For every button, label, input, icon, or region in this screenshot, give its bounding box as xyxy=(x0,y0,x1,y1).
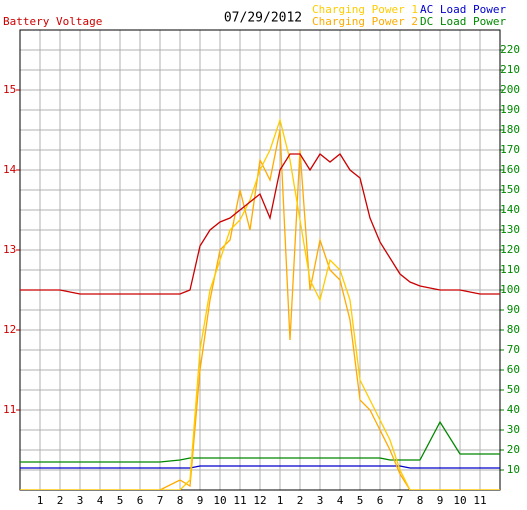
x-tick-label: 5 xyxy=(117,494,124,507)
x-tick-label: 11 xyxy=(233,494,246,507)
y2-tick-label: 10 xyxy=(507,463,520,476)
x-tick-label: 10 xyxy=(213,494,226,507)
y2-tick-label: 30 xyxy=(507,423,520,436)
x-tick-label: 8 xyxy=(177,494,184,507)
plot-area xyxy=(20,117,500,490)
x-tick-label: 10 xyxy=(453,494,466,507)
x-tick-label: 3 xyxy=(317,494,324,507)
y2-tick-label: 210 xyxy=(500,63,520,76)
y2-tick-label: 200 xyxy=(500,83,520,96)
x-tick-label: 6 xyxy=(137,494,144,507)
series-line xyxy=(20,129,500,490)
legend-entry: Charging Power 1 xyxy=(312,3,418,16)
x-tick-label: 7 xyxy=(397,494,404,507)
y2-tick-label: 80 xyxy=(507,323,520,336)
plot-frame xyxy=(19,29,501,491)
y-tick-label: 15 xyxy=(3,83,16,96)
y2-tick-label: 90 xyxy=(507,303,520,316)
y-tick-label: 14 xyxy=(3,163,17,176)
x-tick-label: 5 xyxy=(357,494,364,507)
y-tick-label: 11 xyxy=(3,403,16,416)
legend-entry: Charging Power 2 xyxy=(312,15,418,28)
y2-tick-label: 70 xyxy=(507,343,520,356)
x-tick-label: 1 xyxy=(37,494,44,507)
y2-tick-label: 110 xyxy=(500,263,520,276)
y2-tick-label: 180 xyxy=(500,123,520,136)
chart-title: 07/29/2012 xyxy=(224,11,302,26)
legend-entry: DC Load Power xyxy=(420,15,506,28)
y2-tick-label: 40 xyxy=(507,403,520,416)
x-tick-label: 9 xyxy=(197,494,204,507)
x-tick-label: 8 xyxy=(417,494,424,507)
legend-entry: AC Load Power xyxy=(420,3,506,16)
x-tick-label: 9 xyxy=(437,494,444,507)
x-tick-label: 3 xyxy=(77,494,84,507)
x-tick-label: 1 xyxy=(277,494,284,507)
x-tick-label: 4 xyxy=(337,494,344,507)
series-line xyxy=(20,465,500,469)
x-tick-label: 2 xyxy=(57,494,64,507)
x-tick-label: 4 xyxy=(97,494,104,507)
y2-tick-label: 130 xyxy=(500,223,520,236)
legend-entry: Battery Voltage xyxy=(3,15,102,28)
y2-tick-label: 160 xyxy=(500,163,520,176)
series-line xyxy=(20,420,500,463)
y2-tick-label: 60 xyxy=(507,363,520,376)
y-tick-label: 12 xyxy=(3,323,16,336)
x-tick-label: 12 xyxy=(253,494,266,507)
x-tick-label: 11 xyxy=(473,494,486,507)
y2-tick-label: 20 xyxy=(507,443,520,456)
y2-tick-label: 120 xyxy=(500,243,520,256)
x-tick-label: 7 xyxy=(157,494,164,507)
y2-tick-label: 100 xyxy=(500,283,520,296)
x-tick-label: 2 xyxy=(297,494,304,507)
y2-tick-label: 150 xyxy=(500,183,520,196)
y2-tick-label: 140 xyxy=(500,203,520,216)
x-tick-label: 6 xyxy=(377,494,384,507)
series-line xyxy=(20,117,500,490)
y2-tick-label: 190 xyxy=(500,103,520,116)
y-tick-label: 13 xyxy=(3,243,16,256)
y2-tick-label: 220 xyxy=(500,43,520,56)
series-line xyxy=(20,153,500,295)
y2-tick-label: 170 xyxy=(500,143,520,156)
y2-tick-label: 50 xyxy=(507,383,520,396)
